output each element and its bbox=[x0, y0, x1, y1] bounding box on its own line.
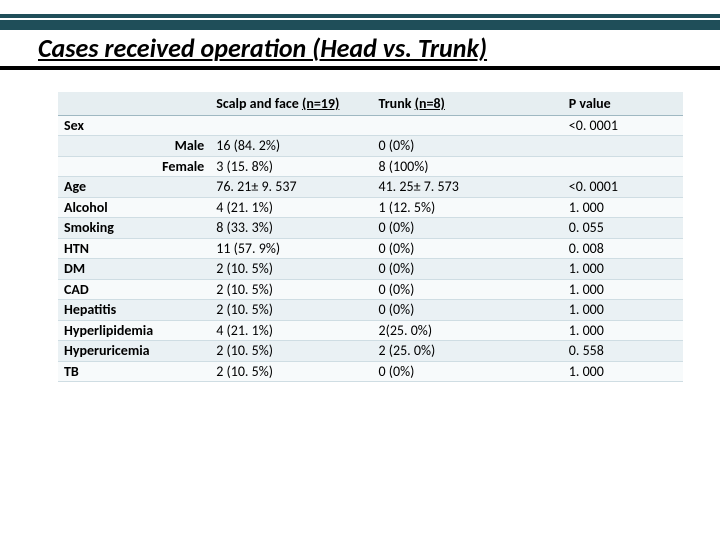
cell-pvalue: 1. 000 bbox=[563, 197, 683, 218]
cell-trunk: 0 (0%) bbox=[372, 300, 562, 321]
cell-trunk: 1 (12. 5%) bbox=[372, 197, 562, 218]
cell-pvalue: 1. 000 bbox=[563, 320, 683, 341]
cell-scalp-face: 2 (10. 5%) bbox=[210, 300, 372, 321]
cell-scalp-face: 2 (10. 5%) bbox=[210, 259, 372, 280]
row-label: TB bbox=[58, 361, 210, 382]
cell-trunk: 2 (25. 0%) bbox=[372, 341, 562, 362]
cell-scalp-face: 11 (57. 9%) bbox=[210, 238, 372, 259]
row-label: HTN bbox=[58, 238, 210, 259]
cell-trunk: 0 (0%) bbox=[372, 238, 562, 259]
header-pvalue: P value bbox=[563, 92, 683, 116]
cell-pvalue: 1. 000 bbox=[563, 279, 683, 300]
table-row: HTN11 (57. 9%)0 (0%)0. 008 bbox=[58, 238, 683, 259]
cell-pvalue: <0. 0001 bbox=[563, 177, 683, 198]
cell-pvalue: 0. 008 bbox=[563, 238, 683, 259]
table-row: Alcohol4 (21. 1%)1 (12. 5%)1. 000 bbox=[58, 197, 683, 218]
table-row: Male16 (84. 2%)0 (0%) bbox=[58, 136, 683, 157]
cell-trunk: 0 (0%) bbox=[372, 279, 562, 300]
table-row: TB2 (10. 5%)0 (0%)1. 000 bbox=[58, 361, 683, 382]
table-row: Smoking8 (33. 3%)0 (0%)0. 055 bbox=[58, 218, 683, 239]
cell-scalp-face: 2 (10. 5%) bbox=[210, 361, 372, 382]
cell-trunk: 8 (100%) bbox=[372, 156, 562, 177]
header-col1-n: (n=19) bbox=[302, 95, 339, 112]
row-sublabel: Female bbox=[58, 156, 210, 177]
cell-scalp-face: 8 (33. 3%) bbox=[210, 218, 372, 239]
row-label: DM bbox=[58, 259, 210, 280]
row-label: Age bbox=[58, 177, 210, 198]
cell-pvalue: <0. 0001 bbox=[563, 115, 683, 136]
cell-trunk: 41. 25± 7. 573 bbox=[372, 177, 562, 198]
cell-scalp-face: 3 (15. 8%) bbox=[210, 156, 372, 177]
cell-scalp-face: 2 (10. 5%) bbox=[210, 279, 372, 300]
header-scalp-face: Scalp and face (n=19) bbox=[210, 92, 372, 116]
header-col1-plain: Scalp and face bbox=[216, 95, 302, 112]
top-stripe bbox=[0, 14, 720, 18]
slide-title: Cases received operation (Head vs. Trunk… bbox=[0, 30, 720, 68]
header-col2-n: (n=8) bbox=[415, 95, 445, 112]
row-label: Sex bbox=[58, 115, 210, 136]
cell-trunk: 0 (0%) bbox=[372, 259, 562, 280]
table-row: Sex <0. 0001 bbox=[58, 115, 683, 136]
cell-scalp-face bbox=[210, 115, 372, 136]
cell-trunk: 0 (0%) bbox=[372, 361, 562, 382]
comparison-table: Scalp and face (n=19) Trunk (n=8) P valu… bbox=[58, 92, 683, 383]
table-row: Hyperuricemia2 (10. 5%)2 (25. 0%)0. 558 bbox=[58, 341, 683, 362]
top-stripe-thick bbox=[0, 20, 720, 30]
row-label: Hyperlipidemia bbox=[58, 320, 210, 341]
cell-trunk: 0 (0%) bbox=[372, 136, 562, 157]
header-empty bbox=[58, 92, 210, 116]
table-row: Age76. 21± 9. 53741. 25± 7. 573<0. 0001 bbox=[58, 177, 683, 198]
header-trunk: Trunk (n=8) bbox=[372, 92, 562, 116]
title-underline bbox=[0, 66, 720, 70]
table-row: Female3 (15. 8%)8 (100%) bbox=[58, 156, 683, 177]
header-col2-plain: Trunk bbox=[378, 95, 414, 112]
cell-pvalue bbox=[563, 156, 683, 177]
row-sublabel: Male bbox=[58, 136, 210, 157]
cell-pvalue bbox=[563, 136, 683, 157]
table-row: CAD2 (10. 5%)0 (0%)1. 000 bbox=[58, 279, 683, 300]
row-label: Hyperuricemia bbox=[58, 341, 210, 362]
cell-pvalue: 1. 000 bbox=[563, 300, 683, 321]
cell-scalp-face: 4 (21. 1%) bbox=[210, 320, 372, 341]
cell-scalp-face: 76. 21± 9. 537 bbox=[210, 177, 372, 198]
table-row: DM2 (10. 5%)0 (0%)1. 000 bbox=[58, 259, 683, 280]
row-label: Hepatitis bbox=[58, 300, 210, 321]
table-row: Hepatitis2 (10. 5%)0 (0%)1. 000 bbox=[58, 300, 683, 321]
cell-scalp-face: 2 (10. 5%) bbox=[210, 341, 372, 362]
row-label: CAD bbox=[58, 279, 210, 300]
table-header-row: Scalp and face (n=19) Trunk (n=8) P valu… bbox=[58, 92, 683, 116]
cell-scalp-face: 16 (84. 2%) bbox=[210, 136, 372, 157]
cell-trunk bbox=[372, 115, 562, 136]
row-label: Smoking bbox=[58, 218, 210, 239]
row-label: Alcohol bbox=[58, 197, 210, 218]
cell-pvalue: 0. 558 bbox=[563, 341, 683, 362]
cell-pvalue: 1. 000 bbox=[563, 361, 683, 382]
cell-trunk: 0 (0%) bbox=[372, 218, 562, 239]
table-row: Hyperlipidemia4 (21. 1%)2(25. 0%)1. 000 bbox=[58, 320, 683, 341]
cell-trunk: 2(25. 0%) bbox=[372, 320, 562, 341]
cell-pvalue: 1. 000 bbox=[563, 259, 683, 280]
cell-scalp-face: 4 (21. 1%) bbox=[210, 197, 372, 218]
cell-pvalue: 0. 055 bbox=[563, 218, 683, 239]
